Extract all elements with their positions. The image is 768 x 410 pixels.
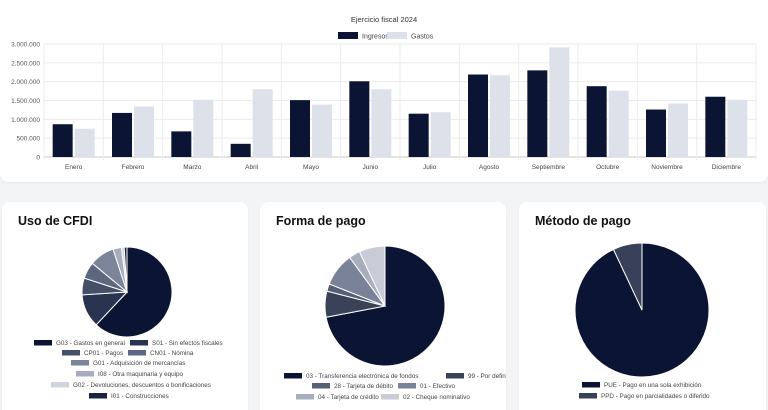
bar-gastos-enero [74,128,95,157]
legend-label: 28 - Tarjeta de débito [334,383,394,390]
bar-ingresos-mayo [290,100,310,157]
pie-slice [123,246,128,293]
legend-label: CP01 - Pagos [84,350,123,357]
y-tick-label: 3.000.000 [11,42,40,49]
y-tick-label: 500.000 [17,136,41,143]
bar-gastos-octubre [608,90,629,157]
metodo-pago-card: Método de pago PUE - Pago en una sola ex… [519,202,766,410]
legend-swatch [130,340,148,346]
x-tick-label: Junio [363,164,379,171]
legend-label: PPD - Pago en parcialidades o diferido [601,393,710,400]
legend-swatch [312,383,330,389]
legend-swatch-gastos [387,32,407,39]
legend-swatch [89,393,107,399]
legend-label: 04 - Tarjeta de crédito [318,394,379,401]
legend-swatch [51,382,69,388]
bar-gastos-noviembre [668,103,688,157]
legend-swatch [398,383,416,389]
legend-swatch [284,373,302,379]
y-tick-label: 1.000.000 [11,117,40,124]
legend-label: 03 - Transferencia electrónica de fondos [306,373,418,380]
forma-pago-card: Forma de pago 03 - Transferencia electró… [260,202,506,410]
legend-label: 99 - Por definir [468,373,506,380]
legend-label: I08 - Otra maquinaria y equipo [98,371,184,378]
bar-gastos-julio [430,112,451,157]
y-tick-label: 2.000.000 [11,79,40,86]
income-expense-bar-chart: Ejercicio fiscal 2024 Ingresos Gastos 0 500.… [11,15,757,171]
bar-ingresos-diciembre [705,96,726,157]
bar-gastos-septiembre [549,47,570,157]
y-tick-label: 0 [36,155,40,162]
legend-label: CN01 - Nómina [150,350,194,357]
bar-gastos-abril [252,89,273,157]
pie-slice [612,242,643,311]
uso-cfdi-card: Uso de CFDI G03 - Gastos en general S01 -… [2,202,248,410]
uso-cfdi-pie-chart: G03 - Gastos en general S01 - Sin efectos… [34,246,223,400]
legend-label: PUE - Pago en una sola exhibición [604,382,702,389]
x-tick-label: Febrero [122,164,145,171]
metodo-pago-title: Método de pago [535,214,631,228]
bar-gastos-agosto [490,75,510,157]
legend-swatch [62,350,80,356]
legend-label: 01 - Efectivo [420,383,455,390]
legend-swatch [128,350,146,356]
legend-swatch [34,340,52,346]
metodo-pago-pie-chart: PUE - Pago en una sola exhibición PPD - P… [574,242,710,400]
legend-swatch [579,393,597,399]
bar-ingresos-enero [52,124,73,157]
bar-gastos-diciembre [727,99,748,157]
legend-swatch [76,371,94,377]
legend-swatch [381,394,399,400]
bar-ingresos-julio [408,113,429,157]
bar-ingresos-marzo [171,131,192,157]
chart-legend: Ingresos Gastos [338,32,434,41]
forma-pago-title: Forma de pago [276,214,366,228]
bar-gastos-febrero [134,106,154,157]
bar-ingresos-abril [230,143,251,157]
legend-label-ingresos: Ingresos [362,34,389,41]
legend-label: G03 - Gastos en general [56,340,125,347]
x-tick-label: Marzo [183,164,201,171]
y-tick-label: 2.500.000 [11,60,40,67]
y-tick-label: 1.500.000 [11,98,40,105]
legend-swatch [446,373,464,379]
income-expense-chart-card: Ejercicio fiscal 2024 Ingresos Gastos 0 500.… [0,0,768,182]
legend-label: S01 - Sin efectos fiscales [152,340,223,347]
pie-slice [95,246,173,338]
bar-ingresos-agosto [468,74,488,157]
legend-label: I01 - Construcciones [111,393,169,400]
legend-label: 02 - Cheque nominativo [403,394,470,401]
legend-label: G01 - Adquisición de mercancías [93,360,185,367]
chart-title: Ejercicio fiscal 2024 [351,15,417,24]
x-tick-label: Abril [245,164,259,171]
x-tick-label: Enero [65,164,83,171]
bar-gastos-mayo [312,104,332,157]
x-tick-label: Agosto [479,164,500,171]
bar-gastos-junio [371,89,392,157]
legend-swatch [296,394,314,400]
x-tick-label: Diciembre [712,164,742,171]
bar-ingresos-noviembre [646,109,666,157]
legend-swatch-ingresos [338,32,358,39]
x-tick-label: Noviembre [651,164,683,171]
bar-gastos-marzo [193,99,214,157]
x-tick-label: Septiembre [532,164,566,171]
bar-ingresos-febrero [112,112,132,157]
bar-ingresos-octubre [586,86,607,157]
forma-pago-pie-chart: 03 - Transferencia electrónica de fondos… [284,245,506,401]
legend-label-gastos: Gastos [411,34,434,41]
bar-ingresos-junio [349,81,370,157]
x-tick-label: Mayo [303,164,319,171]
legend-swatch [582,382,600,388]
uso-cfdi-title: Uso de CFDI [18,214,93,228]
bar-ingresos-septiembre [527,70,548,157]
legend-label: G02 - Devoluciones, descuentos o bonific… [73,382,211,389]
pie-slice [358,245,386,307]
x-tick-label: Octubre [596,164,620,171]
x-tick-label: Julio [423,164,437,171]
legend-swatch [71,360,89,366]
